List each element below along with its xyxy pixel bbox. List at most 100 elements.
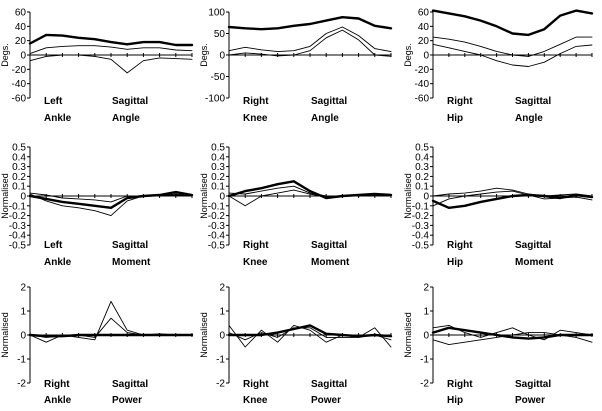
y-tick-label: 20 bbox=[15, 36, 27, 47]
caption-quantity: Angle bbox=[112, 113, 140, 124]
y-tick-label: 2 bbox=[20, 283, 26, 294]
caption-quantity: Power bbox=[311, 395, 341, 406]
y-tick-label: -60 bbox=[12, 94, 27, 105]
caption-plane: Sagittal bbox=[112, 240, 148, 251]
y-tick-label: -0.5 bbox=[412, 241, 430, 252]
y-tick-label: -0.1 bbox=[9, 201, 27, 212]
chart-panel: 2 1 0 -1 -2 Normalised Right Knee Sagittal Power bbox=[199, 283, 393, 406]
series-line-thick bbox=[431, 326, 594, 340]
caption-joint: Knee bbox=[243, 395, 268, 406]
caption-joint: Ankle bbox=[44, 257, 72, 268]
caption-plane: Sagittal bbox=[311, 240, 347, 251]
caption-side: Left bbox=[44, 240, 63, 251]
y-tick-label: -40 bbox=[415, 79, 430, 90]
chart-panel: 2 1 0 -1 -2 Normalised Right Ankle Sagittal Power bbox=[0, 283, 194, 406]
y-axis-label: Normalised bbox=[0, 173, 10, 219]
y-tick-label: 0.5 bbox=[415, 143, 429, 154]
caption-plane: Sagittal bbox=[515, 96, 551, 107]
y-tick-label: -0.2 bbox=[412, 211, 430, 222]
y-tick-label: -100 bbox=[205, 94, 225, 105]
caption-joint: Ankle bbox=[44, 113, 72, 124]
caption-side: Right bbox=[447, 379, 473, 390]
caption-quantity: Angle bbox=[311, 113, 339, 124]
caption-joint: Knee bbox=[243, 113, 268, 124]
y-tick-label: 0 bbox=[219, 331, 225, 342]
y-tick-label: 2 bbox=[219, 283, 225, 294]
caption-joint: Hip bbox=[447, 395, 463, 406]
y-tick-label: -2 bbox=[216, 379, 225, 390]
caption-plane: Sagittal bbox=[311, 379, 347, 390]
caption-quantity: Angle bbox=[515, 113, 543, 124]
caption-side: Right bbox=[243, 240, 269, 251]
y-tick-label: 40 bbox=[418, 22, 430, 33]
y-axis-label: Degs. bbox=[403, 43, 413, 67]
y-tick-label: 0.3 bbox=[12, 162, 26, 173]
series-line-thin bbox=[29, 300, 193, 343]
caption-side: Left bbox=[44, 96, 63, 107]
y-tick-label: -0.1 bbox=[208, 201, 226, 212]
caption-plane: Sagittal bbox=[515, 379, 551, 390]
y-tick-label: -60 bbox=[415, 94, 430, 105]
y-tick-label: -2 bbox=[17, 379, 26, 390]
y-tick-label: -0.1 bbox=[412, 201, 430, 212]
series-line-thin bbox=[228, 185, 392, 197]
y-tick-label: -1 bbox=[17, 355, 26, 366]
series-line-thin bbox=[228, 26, 392, 53]
y-tick-label: -0.3 bbox=[9, 221, 27, 232]
caption-side: Right bbox=[44, 379, 70, 390]
series-line-thick bbox=[431, 9, 594, 37]
y-tick-label: 0.4 bbox=[211, 152, 225, 163]
y-tick-label: -0.4 bbox=[412, 231, 430, 242]
y-axis-label: Degs. bbox=[199, 43, 209, 67]
y-tick-label: 0 bbox=[20, 51, 26, 62]
y-tick-label: 0 bbox=[423, 51, 429, 62]
y-tick-label: 0 bbox=[20, 331, 26, 342]
chart-panel: 0.50.40.30.20.10-0.1-0.2-0.3-0.4-0.5 Norm… bbox=[0, 143, 194, 268]
y-tick-label: 0 bbox=[423, 192, 429, 203]
caption-plane: Sagittal bbox=[112, 96, 148, 107]
y-tick-label: 40 bbox=[15, 22, 27, 33]
y-tick-label: 1 bbox=[20, 307, 26, 318]
y-tick-label: -1 bbox=[216, 355, 225, 366]
series-line-thin bbox=[432, 36, 593, 57]
y-tick-label: -2 bbox=[420, 379, 429, 390]
y-tick-label: 0 bbox=[20, 192, 26, 203]
series-line-thick bbox=[227, 16, 393, 31]
y-tick-label: 0 bbox=[423, 331, 429, 342]
chart-panel: 0.50.40.30.20.10-0.1-0.2-0.3-0.4-0.5 Norm… bbox=[403, 143, 594, 268]
series-line-thin bbox=[432, 332, 593, 346]
chart-panel: 60 40 20 0 -20 -40 -60 Degs. Right Hip Sagittal Ang… bbox=[403, 8, 594, 124]
y-tick-label: 0.5 bbox=[12, 143, 26, 154]
caption-plane: Sagittal bbox=[515, 240, 551, 251]
series-line-thin bbox=[432, 187, 593, 197]
caption-side: Right bbox=[243, 379, 269, 390]
caption-quantity: Moment bbox=[311, 257, 350, 268]
series-line-thick bbox=[227, 180, 393, 200]
series-line-thin bbox=[432, 43, 593, 67]
y-tick-label: 50 bbox=[214, 29, 226, 40]
series-line-thin bbox=[29, 192, 193, 203]
chart-panel: 100 50 0 -50 -100 Degs. Right Knee Sagittal Angle bbox=[199, 8, 393, 124]
series-line-thin bbox=[29, 45, 193, 55]
series-line-thin bbox=[29, 317, 193, 338]
y-tick-label: 0.4 bbox=[415, 152, 429, 163]
series-line-thin bbox=[228, 324, 392, 348]
y-tick-label: -0.5 bbox=[208, 241, 226, 252]
y-tick-label: 1 bbox=[423, 307, 429, 318]
y-tick-label: 0.1 bbox=[211, 182, 225, 193]
y-axis-label: Normalised bbox=[199, 312, 209, 358]
caption-quantity: Power bbox=[515, 395, 545, 406]
y-tick-label: 0.5 bbox=[211, 143, 225, 154]
caption-side: Right bbox=[447, 96, 473, 107]
caption-joint: Ankle bbox=[44, 395, 72, 406]
y-tick-label: 0.1 bbox=[415, 182, 429, 193]
y-axis-label: Normalised bbox=[199, 173, 209, 219]
y-tick-label: -1 bbox=[420, 355, 429, 366]
y-tick-label: 1 bbox=[219, 307, 225, 318]
y-tick-label: 0.3 bbox=[415, 162, 429, 173]
caption-joint: Knee bbox=[243, 257, 268, 268]
chart-panel: 2 1 0 -1 -2 Normalised Right Hip Sagittal Power bbox=[403, 283, 594, 406]
caption-joint: Hip bbox=[447, 257, 463, 268]
y-tick-label: 0.3 bbox=[211, 162, 225, 173]
